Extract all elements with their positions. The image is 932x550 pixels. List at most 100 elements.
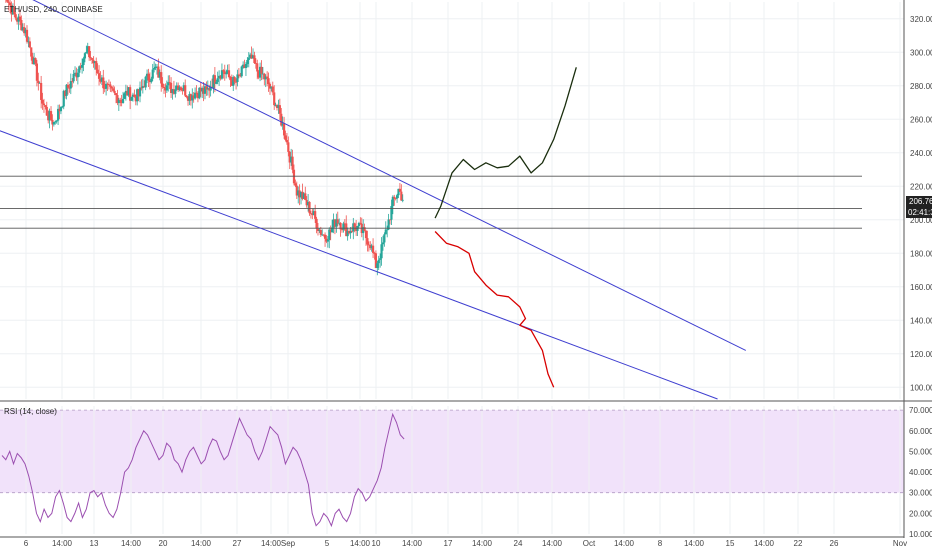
candle-body — [59, 107, 63, 112]
candle-body — [355, 226, 358, 231]
candle-body — [13, 6, 16, 15]
candle-body — [37, 80, 40, 84]
candle-body — [323, 234, 327, 239]
candle-body — [138, 87, 142, 97]
rsi-grid — [0, 406, 904, 534]
candle-body — [76, 72, 79, 78]
candle-body — [244, 64, 248, 69]
candle-body — [263, 73, 266, 80]
candle-body — [277, 105, 280, 108]
candle-body — [113, 90, 116, 94]
candle-body — [189, 94, 192, 101]
candle-body — [7, 1, 10, 3]
candle-body — [213, 75, 216, 84]
candle-body — [20, 19, 23, 31]
candle-body — [364, 230, 368, 239]
candle-body — [202, 87, 205, 94]
candle-body — [328, 229, 331, 240]
candle-body — [315, 218, 318, 229]
candle-body — [278, 105, 281, 114]
last-price-label: 206.76 — [909, 197, 932, 206]
candle-body — [250, 54, 253, 59]
candle-body — [304, 193, 307, 201]
y-tick-label: 100.00 — [910, 383, 932, 392]
candle-body — [258, 66, 262, 78]
candle-body — [302, 193, 305, 199]
candle-body — [38, 82, 41, 84]
x-tick-label: 14:00 — [472, 539, 493, 548]
candle-body — [172, 89, 176, 94]
candle-body — [325, 238, 328, 242]
candle-body — [157, 66, 160, 78]
candle-body — [256, 63, 259, 72]
candle-body — [130, 96, 133, 101]
candle-body — [254, 63, 257, 64]
candle-body — [359, 222, 362, 224]
candle-body — [242, 64, 245, 67]
candle-body — [192, 95, 195, 99]
candle-body — [34, 58, 37, 64]
candle-body — [88, 46, 91, 58]
candle-body — [391, 196, 394, 207]
rsi-line — [1, 412, 405, 528]
candle-body — [326, 239, 329, 242]
candle-body — [131, 94, 135, 97]
candle-body — [120, 100, 123, 103]
candle-body — [85, 51, 88, 54]
candle-body — [316, 228, 320, 231]
candle-body — [236, 74, 239, 83]
candle-body — [198, 87, 201, 99]
candle-body — [165, 85, 168, 91]
x-tick-label: 10 — [372, 539, 381, 548]
candle-body — [137, 89, 140, 97]
y-tick-label: 200.00 — [910, 216, 932, 225]
candle-body — [275, 105, 279, 108]
x-tick-label: 14:00 — [402, 539, 423, 548]
candle-body — [160, 72, 163, 84]
candle-body — [71, 81, 74, 82]
candle-body — [222, 70, 225, 72]
candle-body — [81, 65, 84, 68]
candle-body — [390, 206, 393, 220]
candle-body — [331, 227, 334, 233]
x-tick-label: 14:00 — [52, 539, 73, 548]
candle-body — [164, 88, 167, 91]
candle-body — [140, 87, 143, 89]
candle-body — [154, 66, 157, 69]
candle-body — [119, 99, 122, 101]
candle-body — [126, 90, 129, 96]
candle-body — [264, 76, 267, 80]
candle-body — [363, 227, 366, 231]
candle-body — [117, 99, 120, 104]
candlestick-series — [5, 0, 404, 276]
rsi-y-tick-label: 40.0000 — [909, 468, 932, 477]
candle-body — [179, 87, 183, 91]
candle-body — [136, 89, 139, 102]
candle-body — [86, 46, 89, 52]
candle-body — [92, 59, 95, 64]
candle-body — [174, 89, 177, 94]
candle-body — [206, 88, 209, 90]
candle-body — [243, 64, 246, 69]
candle-body — [169, 82, 173, 94]
candle-body — [127, 87, 130, 96]
x-tick-label: 27 — [233, 539, 242, 548]
candle-body — [318, 230, 321, 231]
rsi-y-tick-label: 10.0000 — [909, 530, 932, 539]
candle-body — [143, 86, 146, 88]
candle-body — [58, 108, 61, 112]
candle-body — [14, 14, 17, 19]
candle-body — [133, 94, 136, 97]
candle-body — [251, 55, 255, 59]
trendline-upper — [32, 0, 747, 351]
candle-body — [267, 78, 270, 85]
candle-body — [280, 113, 283, 126]
candle-body — [151, 69, 154, 79]
candle-body — [374, 253, 377, 268]
candle-body — [229, 77, 232, 81]
candle-body — [343, 223, 346, 225]
candle-body — [398, 188, 402, 192]
candle-body — [299, 191, 303, 198]
candle-body — [182, 85, 185, 91]
candle-body — [208, 88, 211, 91]
